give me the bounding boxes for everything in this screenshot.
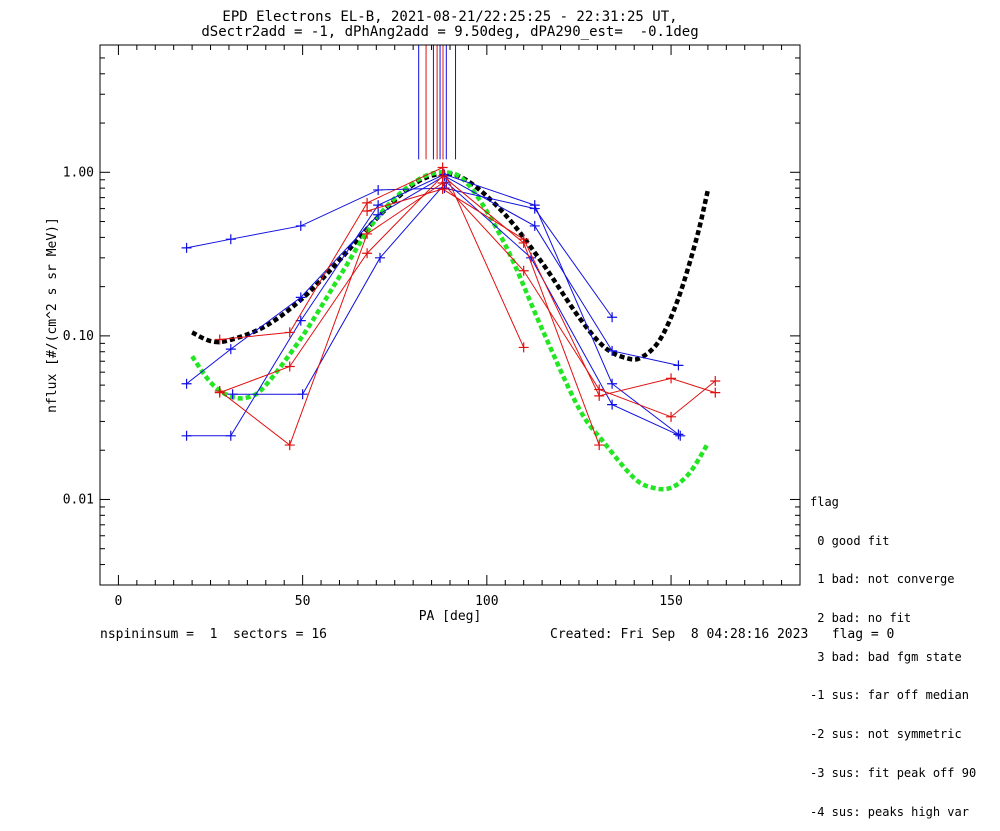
data-point <box>295 315 306 326</box>
data-point <box>362 248 373 259</box>
data-point <box>373 209 384 220</box>
data-point <box>362 228 373 239</box>
data-point <box>437 162 448 173</box>
chart-title-line-2: dSectr2add = -1, dPhAng2add = 9.50deg, d… <box>201 24 699 40</box>
data-point <box>181 242 192 253</box>
data-point <box>607 399 618 410</box>
data-series <box>181 162 721 451</box>
x-tick-label: 100 <box>475 594 498 609</box>
data-point <box>284 440 295 451</box>
data-point <box>607 312 618 323</box>
legend-item: -1 sus: far off median <box>810 688 969 703</box>
data-point <box>529 200 540 211</box>
data-point <box>594 390 605 401</box>
x-tick-label: 150 <box>659 594 682 609</box>
series-line <box>186 175 679 385</box>
axes: 0 50 100 150 0.01 0.10 1.00 <box>63 44 800 609</box>
data-point <box>518 342 529 353</box>
data-point <box>225 430 236 441</box>
legend-item: 1 bad: not converge <box>810 572 955 587</box>
x-axis-label: PA [deg] <box>419 609 482 624</box>
x-tick-label: 0 <box>115 594 123 609</box>
legend-item: 3 bad: bad fgm state <box>810 649 962 664</box>
data-point <box>373 200 384 211</box>
data-point <box>295 220 306 231</box>
data-point <box>437 184 448 195</box>
data-point <box>362 205 373 216</box>
plot-frame <box>99 44 801 586</box>
fit-curve <box>190 170 710 492</box>
data-point <box>607 345 618 356</box>
vertical-markers <box>418 45 457 160</box>
pitch-angle-chart: 0 50 100 150 0.01 0.10 1.00 PA [deg] nflux [#/… <box>45 44 801 624</box>
data-point <box>666 373 677 384</box>
footer-sectors-info: nspininsum = 1 sectors = 16 <box>100 627 327 642</box>
legend-item: -4 sus: peaks high var <box>810 804 969 819</box>
data-point <box>181 378 192 389</box>
data-point <box>227 389 238 400</box>
series-line <box>366 188 716 397</box>
data-point <box>297 389 308 400</box>
data-point <box>181 430 192 441</box>
data-point <box>518 234 529 245</box>
data-point <box>710 387 721 398</box>
fit-curves <box>190 170 711 492</box>
data-point <box>284 361 295 372</box>
y-tick-label: 1.00 <box>63 165 94 180</box>
data-point <box>284 327 295 338</box>
data-point <box>594 440 605 451</box>
legend-item: 2 bad: no fit <box>810 610 912 625</box>
legend-item: 0 good fit <box>810 533 890 548</box>
series-line <box>219 175 600 446</box>
data-point <box>673 429 684 440</box>
data-point <box>529 220 540 231</box>
series-line <box>186 187 613 318</box>
data-point <box>375 252 385 263</box>
x-tick-label: 50 <box>295 594 311 609</box>
data-point <box>214 386 225 397</box>
data-point <box>518 265 529 276</box>
y-tick-label: 0.10 <box>63 329 94 344</box>
legend-item: -2 sus: not symmetric <box>810 727 962 742</box>
data-point <box>675 430 686 441</box>
flag-legend: flag 0 good fit 1 bad: not converge 2 ba… <box>810 470 976 831</box>
series-line <box>186 173 679 437</box>
legend-title: flag <box>810 494 839 509</box>
data-point <box>607 378 618 389</box>
data-point <box>214 334 225 345</box>
legend-item: -3 sus: fit peak off 90 <box>810 765 977 780</box>
data-point <box>225 344 236 355</box>
data-point <box>373 184 384 195</box>
series-line <box>219 182 716 446</box>
data-point <box>295 292 306 303</box>
data-point <box>225 234 236 245</box>
series-line <box>232 181 681 437</box>
fit-curve <box>191 171 711 362</box>
y-tick-label: 0.01 <box>63 492 94 507</box>
data-point <box>710 375 721 386</box>
footer-created-info: Created: Fri Sep 8 04:28:16 2023 flag = … <box>550 627 895 642</box>
chart-title-line-1: EPD Electrons EL-B, 2021-08-21/22:25:25 … <box>222 9 678 25</box>
y-axis-label: nflux [#/(cm^2 s sr MeV)] <box>45 217 60 413</box>
data-point <box>666 411 677 422</box>
data-point <box>673 360 684 371</box>
